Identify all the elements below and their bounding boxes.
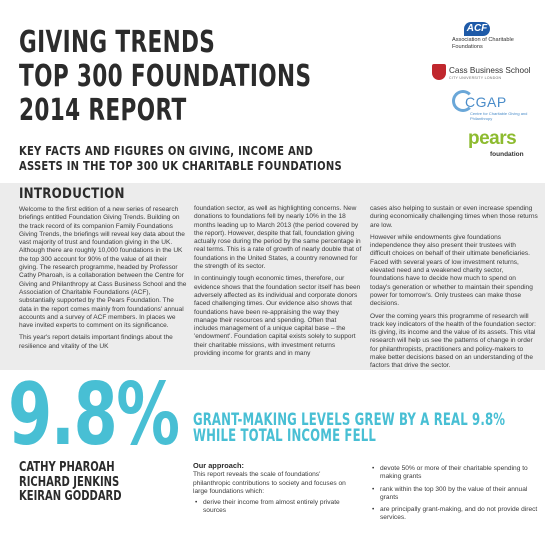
cass-crest-icon [432,64,446,80]
pears-logo-name: pears [468,128,517,149]
intro-paragraph: cases also helping to sustain or even in… [370,205,538,229]
intro-paragraph: This year's report details important fin… [19,334,173,350]
subtitle-line-1: KEY FACTS AND FIGURES ON GIVING, INCOME … [19,143,314,158]
title-line-2: TOP 300 FOUNDATIONS [19,59,312,94]
intro-paragraph: However while endowments give foundation… [370,233,533,308]
introduction-heading: INTRODUCTION [19,186,125,202]
approach-bullet: are principally grant-making, and do not… [370,506,540,523]
cass-logo-sub: CITY UNIVERSITY LONDON [449,76,502,80]
key-stat-headline-line-2: WHILE TOTAL INCOME FELL [193,426,376,445]
subtitle-line-2: ASSETS IN THE TOP 300 UK CHARITABLE FOUN… [19,158,342,173]
intro-paragraph: foundation sector, as well as highlighti… [194,205,362,271]
cgap-ring-icon [452,90,474,112]
key-stat-section: 9.8% GRANT-MAKING LEVELS GREW BY A REAL … [0,370,545,545]
approach-text: This report reveals the scale of foundat… [193,471,346,495]
key-stat-headline: GRANT-MAKING LEVELS GREW BY A REAL 9.8% … [193,410,506,445]
approach-bullet: devote 50% or more of their charitable s… [370,465,540,482]
intro-paragraph: Over the coming years this programme of … [370,312,536,370]
cgap-logo: CGAP Centre for Charitable Giving and Ph… [452,90,542,124]
introduction-section: INTRODUCTION Welcome to the first editio… [0,183,545,370]
report-header: GIVING TRENDS TOP 300 FOUNDATIONS 2014 R… [0,0,545,183]
intro-paragraph: Welcome to the first edition of a new se… [19,206,187,330]
acf-logo-caption: Association of Charitable Foundations [452,37,514,50]
cgap-logo-sub: Centre for Charitable Giving and Philant… [470,111,528,121]
intro-paragraph: In continuingly tough economic times, th… [194,275,361,358]
intro-column-3: cases also helping to sustain or even in… [370,205,538,375]
intro-column-1: Welcome to the first edition of a new se… [19,206,187,355]
author-name: KEIRAN GODDARD [19,488,122,504]
acf-logo-mark: ACF [464,22,490,36]
cass-logo: Cass Business School CITY UNIVERSITY LON… [432,62,544,86]
approach-heading: Our approach: [193,461,244,470]
intro-column-2: foundation sector, as well as highlighti… [194,205,362,362]
author-name: CATHY PHAROAH [19,459,115,475]
approach-bullets-right: devote 50% or more of their charitable s… [370,465,540,527]
approach-block: Our approach: This report reveals the sc… [193,461,358,520]
author-name: RICHARD JENKINS [19,473,120,490]
pears-logo-sub: foundation [490,151,524,158]
pears-logo: pears foundation [468,128,538,162]
title-line-1: GIVING TRENDS [19,25,216,60]
approach-bullet: derive their income from almost entirely… [193,499,358,516]
approach-bullets-left: derive their income from almost entirely… [193,499,358,516]
acf-logo: ACF Association of Charitable Foundation… [452,22,542,56]
authors-list: CATHY PHAROAH RICHARD JENKINS KEIRAN GOD… [19,460,122,504]
cass-logo-name: Cass Business School [449,66,531,75]
key-stat-value: 9.8% [8,365,180,465]
cgap-logo-name: CGAP [465,94,507,110]
key-stat-headline-line-1: GRANT-MAKING LEVELS GREW BY A REAL 9.8% [193,410,506,429]
title-line-3: 2014 REPORT [19,93,187,128]
approach-bullet: rank within the top 300 by the value of … [370,486,540,503]
